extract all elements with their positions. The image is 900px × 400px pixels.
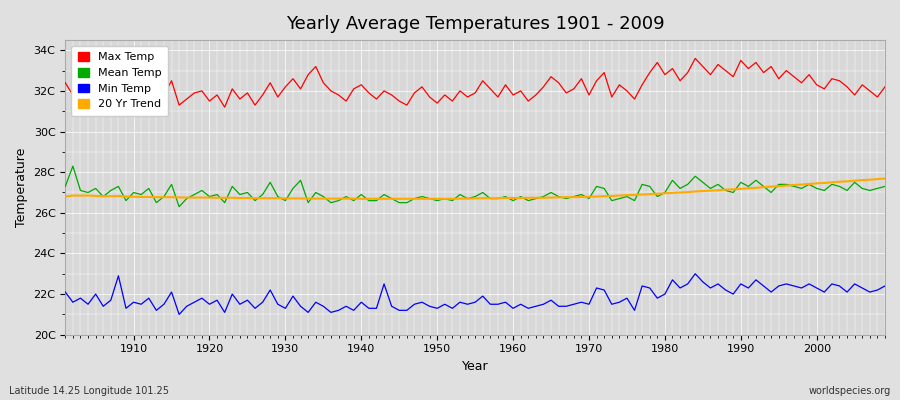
X-axis label: Year: Year (462, 360, 489, 373)
Legend: Max Temp, Mean Temp, Min Temp, 20 Yr Trend: Max Temp, Mean Temp, Min Temp, 20 Yr Tre… (71, 46, 167, 116)
Title: Yearly Average Temperatures 1901 - 2009: Yearly Average Temperatures 1901 - 2009 (286, 15, 664, 33)
Y-axis label: Temperature: Temperature (15, 148, 28, 227)
Text: worldspecies.org: worldspecies.org (809, 386, 891, 396)
Text: Latitude 14.25 Longitude 101.25: Latitude 14.25 Longitude 101.25 (9, 386, 169, 396)
